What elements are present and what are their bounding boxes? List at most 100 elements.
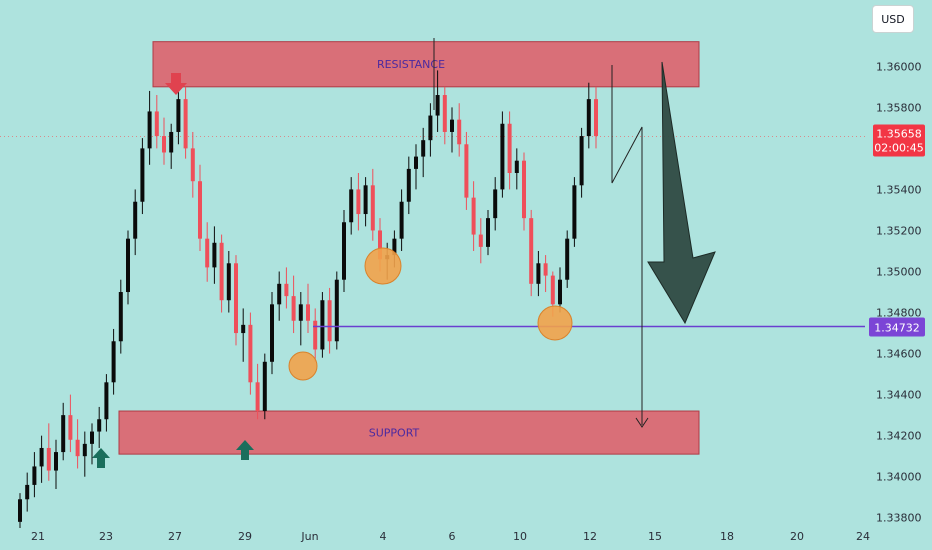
y-tick-label: 1.35000 [876,266,922,279]
candle-body [82,443,87,457]
candle [255,363,260,420]
candle [75,419,80,469]
candle [442,86,447,145]
candle-body [392,238,397,256]
touch-point-marker [537,305,573,341]
x-tick-label: 12 [583,530,597,543]
candle-body [133,201,138,239]
candle [82,431,87,477]
candle-body [270,304,274,362]
candle-body [97,419,102,432]
touch-point-marker [288,351,318,381]
candle [176,86,181,145]
candle-body [205,238,210,268]
candle [457,103,462,157]
y-tick-label: 1.34800 [876,307,922,320]
candle [471,181,476,251]
candle [565,230,570,288]
candle-body [277,283,282,305]
candle [90,423,94,465]
candle-body [414,156,418,169]
candle-body [464,144,469,198]
projected-path-arrowhead [635,417,649,428]
x-tick-label: 24 [856,530,870,543]
candle [270,292,274,375]
candle [342,209,346,293]
candle [234,255,238,346]
candle [226,250,231,313]
candle [522,152,526,231]
candle [536,250,541,297]
candle-body [342,222,346,280]
candle [370,168,375,241]
candle-body [471,197,476,235]
candle-body [522,160,526,219]
candle-body [90,431,94,444]
candle [169,123,174,169]
price-axis [865,0,932,550]
candle-body [399,201,404,239]
candle-body [162,136,166,153]
candle [183,86,188,159]
candle [162,117,166,165]
candle [579,127,584,198]
y-tick-label: 1.34200 [876,430,922,443]
candle [25,472,30,512]
candle [478,218,483,264]
up-arrow-icon [236,440,254,460]
candle-body [500,123,505,190]
candle-body [169,131,174,153]
candle [126,230,130,305]
y-tick-label: 1.35200 [876,224,922,237]
candle-body [306,304,310,321]
candle-body [507,123,512,174]
candle [284,267,289,309]
candle [61,402,66,461]
candle-body [478,234,483,247]
zone-resistance [152,41,700,88]
candle [277,271,282,321]
y-tick-label: 1.34600 [876,348,922,361]
candle-body [514,160,519,174]
currency-button[interactable]: USD [872,5,914,33]
candle-body [313,320,318,350]
candle [68,394,73,453]
candle-body [486,218,490,247]
candle-body [75,439,80,457]
candle-body [126,238,130,293]
level-price-value: 1.34732 [874,321,920,334]
candle-body [234,263,238,334]
candle-body [111,341,116,383]
y-tick-label: 1.36000 [876,60,922,73]
candle-body [428,115,433,141]
candle-body [579,136,584,186]
candle [219,234,224,313]
candle-body [154,111,159,137]
candle [97,406,102,448]
candle-body [248,324,253,383]
candle [363,177,368,227]
candle-body [298,304,303,321]
candle [320,292,325,358]
candle [298,292,303,346]
candle-body [543,263,548,276]
candle-body [406,168,411,202]
down-arrow-icon [165,73,187,95]
candle-body [32,466,37,485]
candle [543,255,548,293]
candle-body [212,242,217,268]
candle-body [320,300,325,350]
candle [406,156,411,215]
candle-body [421,140,426,157]
candle-body [572,185,577,239]
bearish-arrow-icon [647,61,716,325]
x-tick-label: 18 [720,530,734,543]
x-tick-label: 21 [31,530,45,543]
candle-body [363,185,368,215]
candle [111,328,116,395]
x-tick-label: 23 [99,530,113,543]
candle-body [226,263,231,301]
candle [133,189,138,256]
